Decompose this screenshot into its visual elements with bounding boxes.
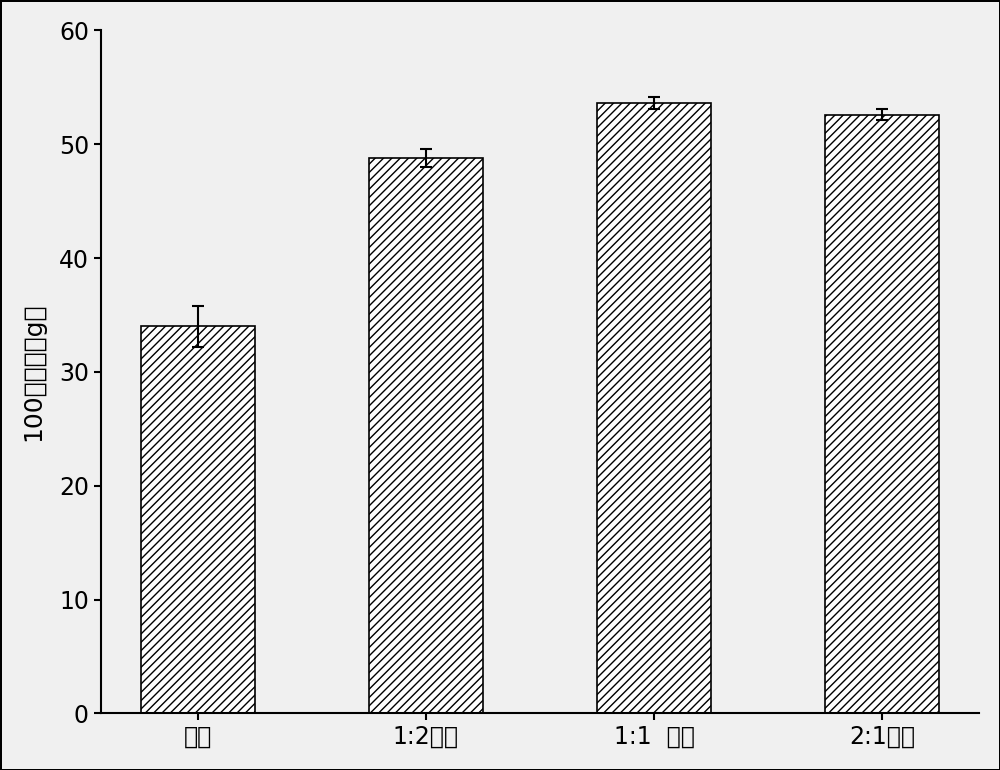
Bar [825,115,939,713]
Bar [369,158,483,713]
Bar [597,103,711,713]
Bar [141,326,255,713]
Y-axis label: 100株重量（g）: 100株重量（g） [21,303,45,441]
